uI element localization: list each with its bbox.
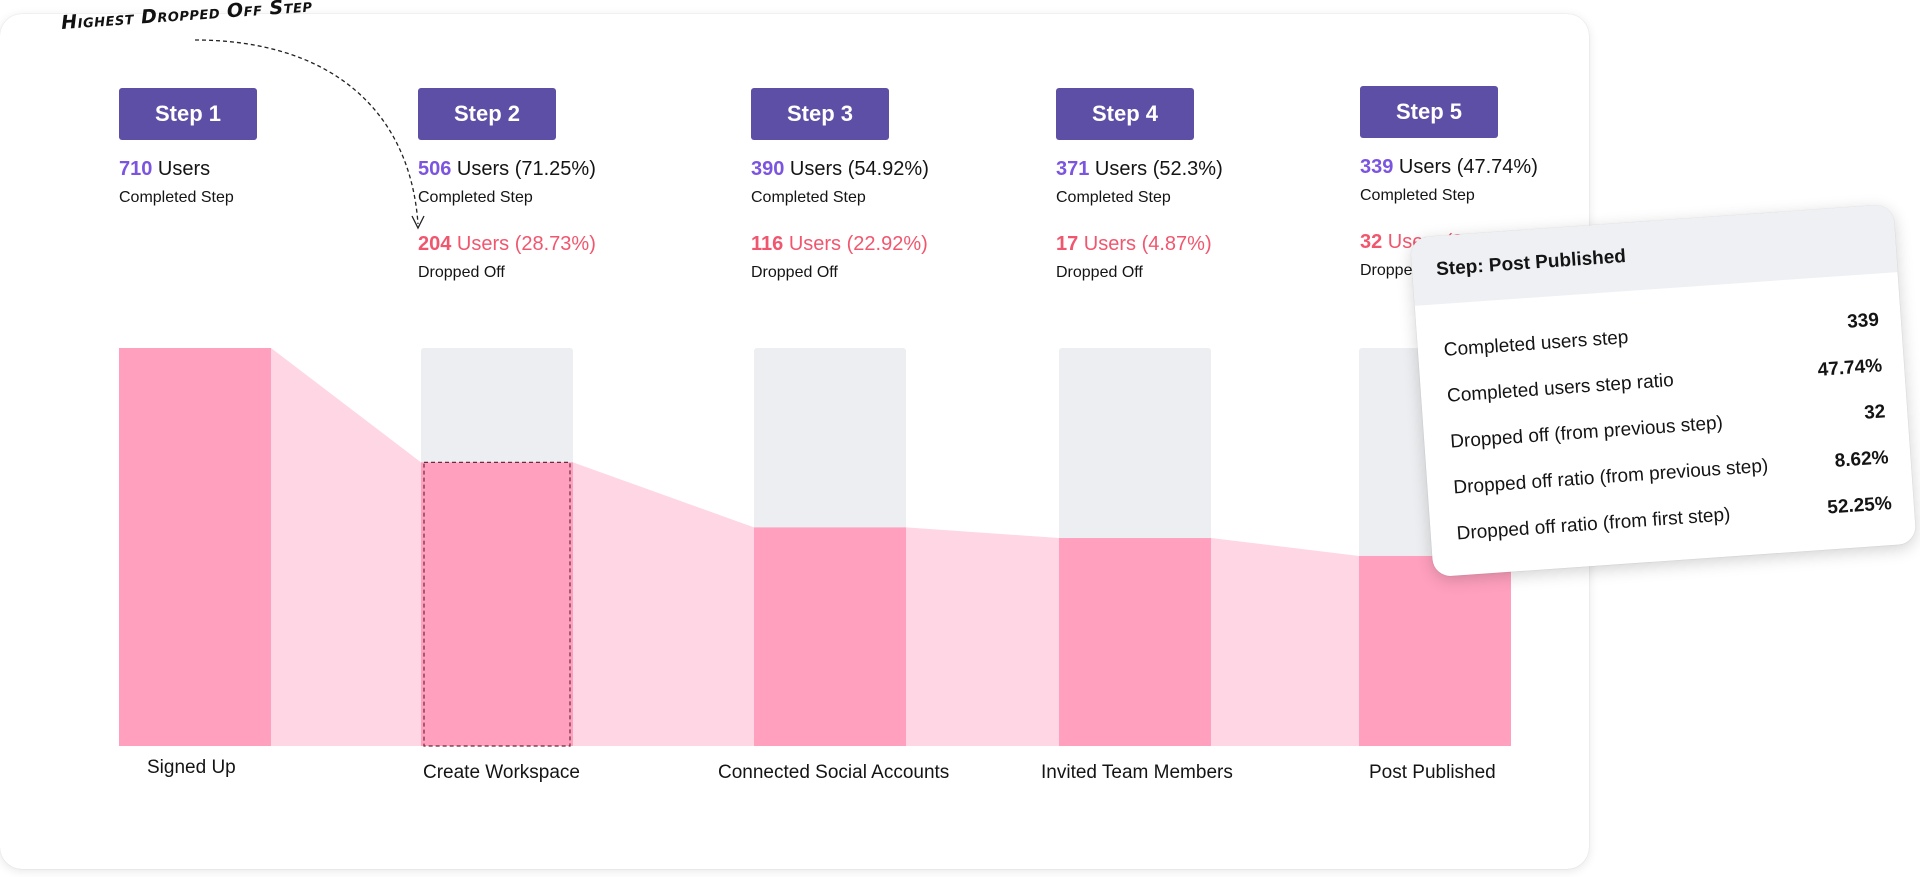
- completed-label: Completed Step: [119, 189, 234, 206]
- step-header-1: Step 1 710 Users Completed Step: [119, 88, 257, 207]
- step-header-4: Step 4 371 Users (52.3%) Completed Step …: [1056, 88, 1223, 282]
- bar: [119, 348, 271, 746]
- step-header-2: Step 2 506 Users (71.25%) Completed Step…: [418, 88, 596, 282]
- completed-label: Completed Step: [751, 189, 866, 206]
- bar: [1059, 538, 1211, 746]
- step-badge[interactable]: Step 4: [1056, 88, 1194, 140]
- tooltip-row-label: Dropped off ratio (from first step): [1456, 504, 1732, 545]
- step-badge[interactable]: Step 5: [1360, 86, 1498, 138]
- flow-area: [271, 348, 421, 746]
- category-label-create-workspace: Create Workspace: [423, 762, 580, 783]
- bar: [421, 462, 573, 746]
- bar: [1359, 555, 1511, 746]
- flow-area: [1211, 538, 1359, 746]
- completed-users: 506 Users (71.25%): [418, 158, 596, 180]
- completed-users: 339 Users (47.74%): [1360, 156, 1538, 178]
- category-label-invited-team-members: Invited Team Members: [1041, 762, 1233, 783]
- step-badge[interactable]: Step 2: [418, 88, 556, 140]
- flow-area: [906, 527, 1059, 746]
- step-badge[interactable]: Step 1: [119, 88, 257, 140]
- category-label-connected-social-accounts: Connected Social Accounts: [718, 762, 950, 783]
- flow-area: [573, 462, 754, 746]
- dropped-users: 17 Users (4.87%): [1056, 233, 1212, 255]
- step-badge[interactable]: Step 3: [751, 88, 889, 140]
- dropped-users: 116 Users (22.92%): [751, 233, 928, 255]
- tooltip-row-value: 47.74%: [1817, 355, 1883, 381]
- dropped-label: Dropped Off: [418, 264, 505, 281]
- highlight-outline: [423, 461, 571, 747]
- completed-label: Completed Step: [418, 189, 533, 206]
- completed-label: Completed Step: [1360, 187, 1475, 204]
- dropped-users: 204 Users (28.73%): [418, 233, 596, 255]
- bar: [754, 527, 906, 746]
- step-header-3: Step 3 390 Users (54.92%) Completed Step…: [751, 88, 929, 282]
- dropped-label: Dropped Off: [1056, 264, 1143, 281]
- completed-users: 710 Users: [119, 158, 211, 180]
- dropped-label: Dropped Off: [751, 264, 838, 281]
- tooltip-row-value: 52.25%: [1826, 493, 1893, 519]
- step-tooltip: Step: Post Published Completed users ste…: [1410, 204, 1917, 578]
- category-label-signed-up: Signed Up: [147, 757, 236, 778]
- completed-label: Completed Step: [1056, 189, 1171, 206]
- category-label-post-published: Post Published: [1369, 762, 1496, 783]
- tooltip-row-value: 32: [1863, 401, 1887, 424]
- arrow-head-icon: [411, 215, 425, 230]
- completed-users: 390 Users (54.92%): [751, 158, 929, 180]
- tooltip-row-value: 339: [1846, 309, 1880, 333]
- tooltip-row-value: 8.62%: [1834, 447, 1890, 472]
- annotation-arrow: [194, 39, 419, 225]
- completed-users: 371 Users (52.3%): [1056, 158, 1223, 180]
